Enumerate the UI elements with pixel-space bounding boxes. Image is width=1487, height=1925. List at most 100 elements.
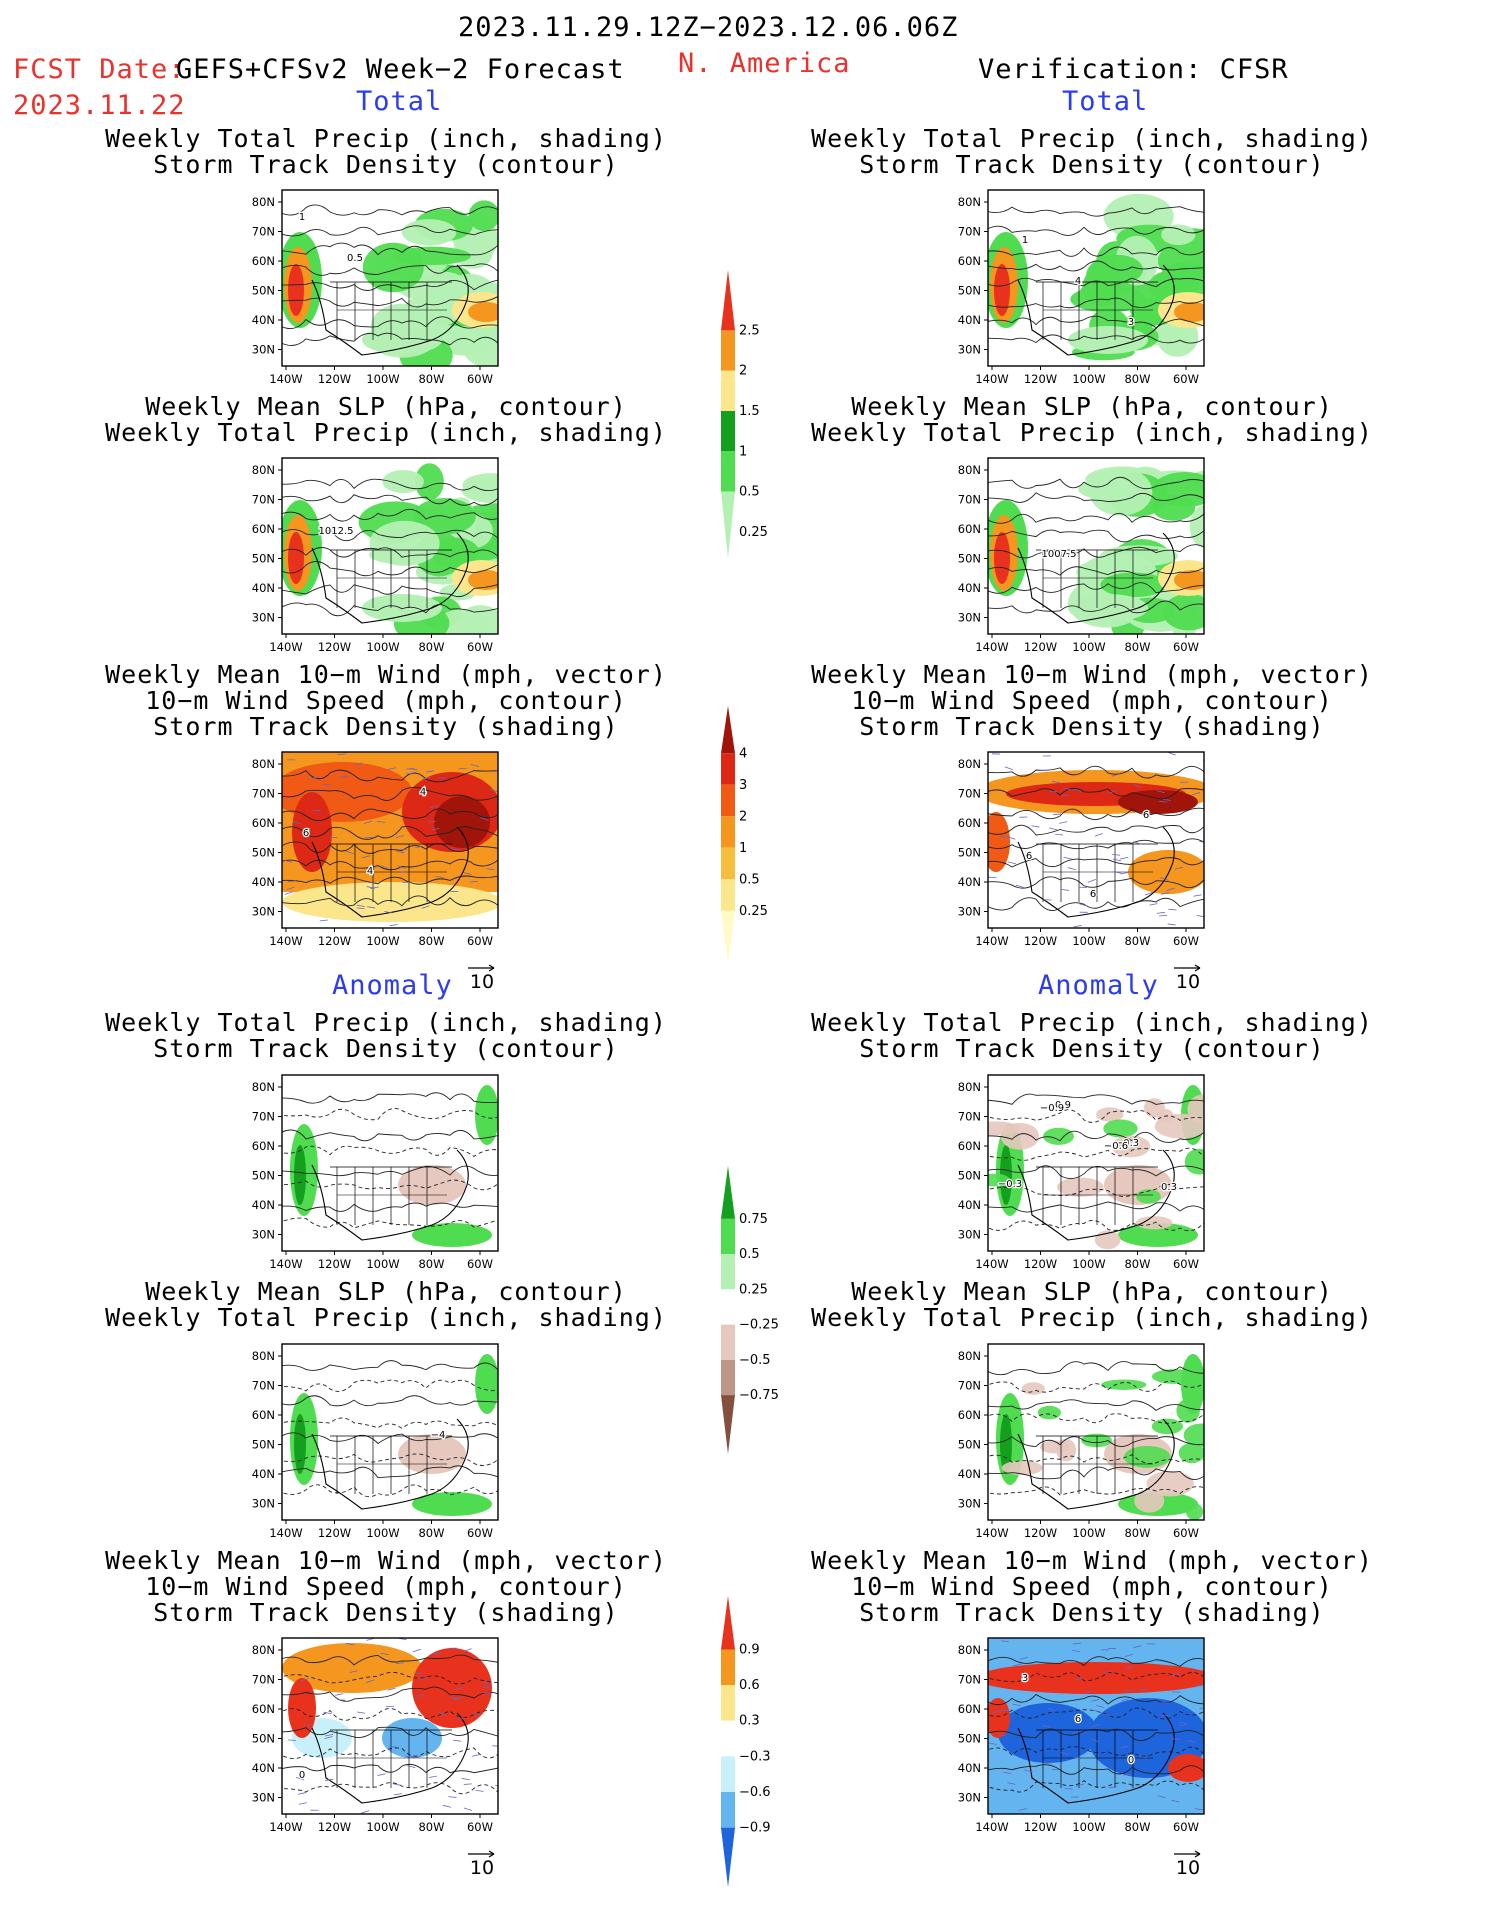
- lon-tick-label: 60W: [467, 640, 493, 654]
- colorbar-storm-total: 4 3 2 1 0.5 0.25: [721, 706, 768, 964]
- title-fc-precip-anom: Weekly Total Precip (inch, shading) Storm…: [105, 1008, 667, 1063]
- lon-tick-label: 100W: [1072, 1526, 1105, 1540]
- lat-tick-label: 70N: [252, 1379, 275, 1393]
- lon-tick-label: 60W: [1173, 640, 1199, 654]
- lon-tick-label: 80W: [418, 1526, 444, 1540]
- lat-tick-label: 80N: [252, 463, 275, 477]
- lon-tick-label: 60W: [467, 1257, 493, 1271]
- title-fc-wind-total: Weekly Mean 10−m Wind (mph, vector) 10−m …: [105, 660, 667, 741]
- lat-tick-label: 40N: [252, 1198, 275, 1212]
- colorbar-label: −0.3: [739, 1749, 771, 1764]
- contour-label: −4: [431, 1430, 446, 1441]
- lat-tick-label: 30N: [252, 1228, 275, 1242]
- lat-tick-label: 70N: [958, 493, 981, 507]
- lon-tick-label: 100W: [366, 1820, 399, 1834]
- lat-tick-label: 30N: [958, 611, 981, 625]
- colorbar-storm-anom: 0.9 0.6 0.3 −0.3 −0.6 −0.9: [721, 1596, 771, 1887]
- lon-tick-label: 100W: [366, 640, 399, 654]
- lat-tick-label: 70N: [252, 787, 275, 801]
- lat-tick-label: 80N: [252, 1080, 275, 1094]
- period-title: 2023.11.29.12Z−2023.12.06.06Z: [458, 12, 959, 43]
- section-total-right: Total: [1062, 86, 1149, 117]
- colorbar-label: 2: [739, 364, 747, 379]
- lon-tick-label: 140W: [975, 1257, 1008, 1271]
- lat-tick-label: 50N: [252, 1438, 275, 1452]
- contour-label: −0.3: [1115, 1138, 1139, 1149]
- contour-label: 0.3: [1161, 1182, 1177, 1193]
- section-anomaly-left: Anomaly: [332, 970, 453, 1001]
- title-ver-slp-anom: Weekly Mean SLP (hPa, contour) Weekly Tot…: [811, 1277, 1373, 1332]
- lon-tick-label: 120W: [318, 1257, 351, 1271]
- colorbar-label: 0.25: [739, 525, 768, 540]
- lat-tick-label: 50N: [252, 284, 275, 298]
- lon-tick-label: 80W: [418, 372, 444, 386]
- colorbar-precip-anom: 0.75 0.5 0.25 −0.25 −0.5 −0.75: [721, 1166, 779, 1454]
- lat-tick-label: 70N: [252, 1110, 275, 1124]
- colorbar-label: 1.5: [739, 404, 760, 419]
- lat-tick-label: 60N: [252, 522, 275, 536]
- lon-tick-label: 60W: [1173, 1257, 1199, 1271]
- colorbar-label: 0.6: [739, 1678, 760, 1693]
- title-ver-precip-total: Weekly Total Precip (inch, shading) Storm…: [811, 124, 1373, 179]
- lon-tick-label: 100W: [366, 1526, 399, 1540]
- colorbar-label: −0.75: [739, 1388, 779, 1403]
- map-panel-fc-wind-total: 4 4 6 80N 70N 60N 50N 40N 30N 140W 120W 100W 80W 60W 1…: [252, 751, 499, 993]
- lon-tick-label: 120W: [1024, 1526, 1057, 1540]
- map-panel-ver-slp-total: 1007.5 80N 70N 60N 50N 40N 30N 140W 120W 100W 80W 6…: [958, 457, 1205, 654]
- title-ver-precip-anom: Weekly Total Precip (inch, shading) Storm…: [811, 1008, 1373, 1063]
- lat-tick-label: 50N: [958, 1732, 981, 1746]
- map-panel-ver-precip-total: 1 4 3 80N 70N 60N 50N 40N 30N 140W 120W 100W 80W 60W: [958, 189, 1205, 386]
- lat-tick-label: 30N: [958, 1791, 981, 1805]
- colorbar-label: 0.25: [739, 904, 768, 919]
- lon-tick-label: 80W: [418, 1257, 444, 1271]
- contour-label: 6: [1090, 889, 1096, 900]
- lon-tick-label: 120W: [318, 1526, 351, 1540]
- lon-tick-label: 60W: [467, 1820, 493, 1834]
- vector-scale-label: 10: [470, 1857, 494, 1879]
- contour-label: 6: [1026, 851, 1032, 862]
- lat-tick-label: 30N: [252, 611, 275, 625]
- lat-tick-label: 50N: [958, 1438, 981, 1452]
- map-panel-fc-precip-anom: 80N 70N 60N 50N 40N 30N 140W 120W 100W 80W 60W: [252, 1074, 499, 1271]
- lat-tick-label: 50N: [252, 1732, 275, 1746]
- lat-tick-label: 50N: [252, 846, 275, 860]
- lat-tick-label: 60N: [958, 1408, 981, 1422]
- lon-tick-label: 100W: [366, 934, 399, 948]
- title-ver-wind-total: Weekly Mean 10−m Wind (mph, vector) 10−m …: [811, 660, 1373, 741]
- vector-scale-label: 10: [1176, 1857, 1200, 1879]
- lon-tick-label: 60W: [1173, 1526, 1199, 1540]
- colorbar-label: 0.75: [739, 1212, 768, 1227]
- title-fc-wind-anom: Weekly Mean 10−m Wind (mph, vector) 10−m …: [105, 1546, 667, 1627]
- lat-tick-label: 70N: [958, 787, 981, 801]
- lat-tick-label: 70N: [252, 1673, 275, 1687]
- lat-tick-label: 40N: [958, 1467, 981, 1481]
- lon-tick-label: 140W: [269, 372, 302, 386]
- lon-tick-label: 140W: [269, 934, 302, 948]
- lon-tick-label: 80W: [1124, 1257, 1150, 1271]
- contour-label: 0: [299, 1770, 305, 1781]
- colorbar-label: 0.5: [739, 1247, 760, 1262]
- lon-tick-label: 60W: [467, 934, 493, 948]
- lat-tick-label: 50N: [958, 1169, 981, 1183]
- lon-tick-label: 140W: [269, 1820, 302, 1834]
- lon-tick-label: 80W: [418, 1820, 444, 1834]
- contour-label: 4: [1075, 276, 1081, 287]
- lat-tick-label: 40N: [252, 1467, 275, 1481]
- lat-tick-label: 70N: [958, 1673, 981, 1687]
- lon-tick-label: 120W: [1024, 1820, 1057, 1834]
- lat-tick-label: 30N: [252, 1791, 275, 1805]
- contour-label: 0: [1128, 1755, 1134, 1766]
- lat-tick-label: 40N: [958, 313, 981, 327]
- lat-tick-label: 30N: [958, 343, 981, 357]
- lon-tick-label: 140W: [975, 1820, 1008, 1834]
- lat-tick-label: 80N: [958, 757, 981, 771]
- lon-tick-label: 120W: [318, 934, 351, 948]
- map-panel-fc-wind-anom: 0 80N 70N 60N 50N 40N 30N 140W 120W 100W 80W 60W 10: [252, 1637, 499, 1879]
- contour-label: 1: [1022, 235, 1028, 246]
- lat-tick-label: 60N: [252, 1702, 275, 1716]
- colorbar-label: 3: [739, 778, 747, 793]
- section-anomaly-right: Anomaly: [1038, 970, 1159, 1001]
- lat-tick-label: 70N: [252, 225, 275, 239]
- map-panel-fc-precip-total: 1 0.5 80N 70N 60N 50N 40N 30N 140W 120W 100W 80W 60W: [252, 189, 499, 386]
- map-panel-ver-wind-total: 6 6 6 80N 70N 60N 50N 40N 30N 140W 120W 100W 80W 60W 1…: [958, 751, 1205, 993]
